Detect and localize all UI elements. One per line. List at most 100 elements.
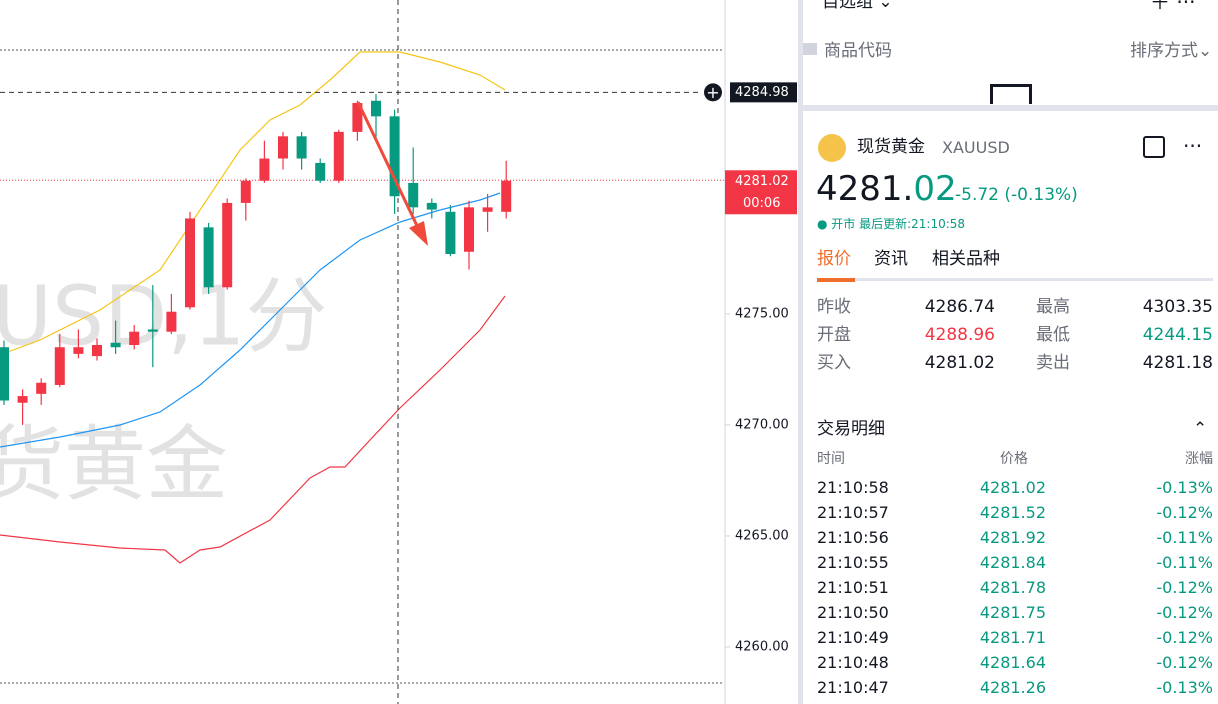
candle-body — [36, 382, 47, 394]
trade-time: 21:10:55 — [817, 553, 889, 572]
tab-indicator — [817, 278, 855, 282]
edit-button[interactable] — [1143, 136, 1165, 158]
y-tick-label: 4260.00 — [735, 639, 789, 654]
y-tick-label: 4265.00 — [735, 528, 789, 543]
arrow — [356, 101, 422, 233]
candle-body — [110, 342, 121, 348]
sort-label: 排序方式 — [1130, 41, 1198, 61]
trade-price: 4281.92 — [979, 528, 1046, 547]
trade-price: 4281.64 — [979, 653, 1046, 672]
crosshair-label: 4284.98 — [735, 85, 789, 100]
candle-body — [371, 100, 381, 117]
change: -5.72 (-0.13%) — [955, 185, 1078, 205]
trade-price: 4281.26 — [979, 678, 1046, 697]
more-button[interactable]: ··· — [1183, 134, 1203, 158]
divider — [798, 0, 803, 704]
price: 4281.02 — [816, 170, 957, 208]
candle-body — [73, 347, 84, 354]
icon — [803, 43, 817, 55]
trade-time: 21:10:51 — [817, 578, 889, 597]
collapse-button[interactable]: ⌃ — [1193, 419, 1208, 439]
bollinger-middle — [0, 192, 501, 448]
candle-body — [240, 180, 251, 203]
candle-body — [54, 347, 65, 385]
y-tick-label: 4275.00 — [735, 306, 789, 321]
candle-body — [315, 162, 326, 181]
trade-time: 21:10:48 — [817, 653, 889, 672]
tab-rule — [817, 278, 1213, 281]
crosshair-button — [704, 83, 722, 102]
column-header: 涨幅 — [1185, 451, 1213, 467]
price-int: 4281. — [816, 169, 914, 209]
y-tick-label: 4270.00 — [735, 417, 789, 432]
add-button[interactable]: ＋ ··· — [1150, 0, 1196, 14]
candle-body — [296, 136, 307, 159]
trade-time: 21:10:56 — [817, 528, 889, 547]
symbol-code: XAUUSD — [942, 138, 1010, 157]
group-label: 自选组 — [822, 0, 873, 12]
trade-time: 21:10:47 — [817, 678, 889, 697]
candle-body — [92, 345, 102, 357]
chart: USD,1分 货黄金 4275.00 4270.00 4265.00 4260.00 +… — [0, 0, 797, 704]
divider — [803, 105, 1218, 111]
candle-body — [222, 202, 233, 288]
trades-title: 交易明细 — [817, 419, 885, 439]
stat-label: 买入 — [817, 353, 851, 373]
candle-body — [501, 180, 512, 212]
stat-value: 4286.74 — [924, 297, 995, 317]
crosshair-label-box — [730, 82, 797, 103]
trade-time: 21:10:58 — [817, 478, 889, 497]
symbol-icon — [818, 134, 846, 162]
trade-price: 4281.75 — [979, 603, 1046, 622]
candle-body — [352, 103, 363, 132]
stat-value: 4303.35 — [1142, 297, 1213, 317]
sort-button[interactable]: 排序方式⌄ — [1130, 41, 1213, 61]
group-selector[interactable]: 自选组 ⌄ — [822, 0, 893, 12]
column-header: 价格 — [1000, 451, 1028, 467]
stat-label: 最高 — [1036, 297, 1070, 317]
tab[interactable]: 报价 — [817, 249, 851, 269]
trade-time: 21:10:50 — [817, 603, 889, 622]
last-price-label: 4281.02 — [735, 174, 789, 189]
candle-body — [129, 331, 140, 346]
candle-body — [17, 396, 28, 403]
stat-value: 4244.15 — [1142, 325, 1213, 345]
trade-change: -0.12% — [1156, 653, 1213, 672]
stat-value: 4281.02 — [924, 353, 995, 373]
candle-body — [147, 329, 158, 332]
trade-change: -0.13% — [1156, 478, 1213, 497]
code-column[interactable]: 商品代码 — [824, 41, 892, 61]
candle-body — [408, 182, 419, 208]
trade-change: -0.13% — [1156, 678, 1213, 697]
tab[interactable]: 相关品种 — [932, 249, 1000, 269]
trade-price: 4281.02 — [979, 478, 1046, 497]
candle-body — [185, 218, 195, 308]
candle-body — [426, 202, 437, 210]
stat-label: 卖出 — [1036, 353, 1070, 373]
candle-body — [203, 227, 214, 288]
price-dec: 02 — [913, 169, 957, 209]
bollinger-upper — [0, 51, 506, 356]
column-header: 时间 — [817, 451, 845, 467]
tab[interactable]: 资讯 — [874, 249, 908, 269]
trade-change: -0.11% — [1156, 528, 1213, 547]
last-price-box — [725, 170, 797, 215]
trade-price: 4281.52 — [979, 503, 1046, 522]
candle-body — [445, 211, 456, 254]
watermark: 货黄金 — [0, 417, 228, 512]
trade-time: 21:10:49 — [817, 628, 889, 647]
candle-body — [278, 136, 288, 159]
candle-body — [464, 207, 474, 252]
trade-change: -0.12% — [1156, 578, 1213, 597]
stat-label: 最低 — [1036, 325, 1070, 345]
arrow-head — [409, 221, 428, 246]
candle-body — [389, 116, 400, 197]
bollinger-lower — [0, 295, 506, 564]
trade-price: 4281.84 — [979, 553, 1046, 572]
trade-change: -0.12% — [1156, 628, 1213, 647]
trade-change: -0.12% — [1156, 603, 1213, 622]
candle-body — [482, 207, 493, 212]
trade-change: -0.11% — [1156, 553, 1213, 572]
trade-change: -0.12% — [1156, 503, 1213, 522]
candle-body — [333, 131, 344, 181]
